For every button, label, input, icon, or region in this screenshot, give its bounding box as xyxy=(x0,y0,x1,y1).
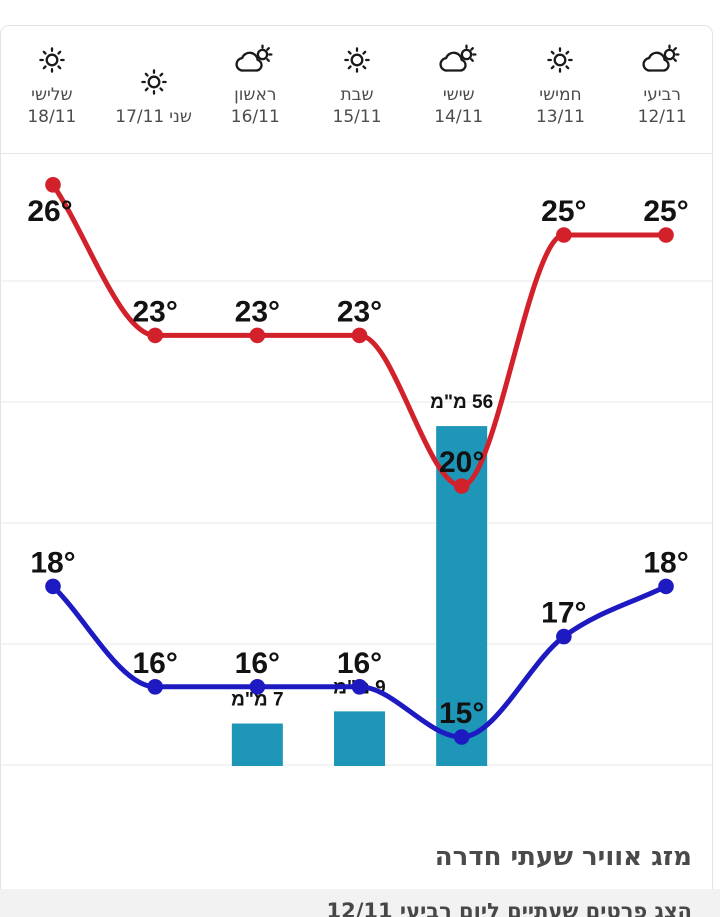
max-temp-point xyxy=(453,478,470,494)
day-name: חמישי xyxy=(539,85,582,105)
day-name: ראשון xyxy=(234,85,277,105)
precipitation-bar xyxy=(334,711,386,766)
max-temp-point xyxy=(147,327,163,344)
day-date: 17/11 xyxy=(115,107,165,127)
day-date: 12/11 xyxy=(637,107,687,127)
hourly-weather-title: מזג אוויר שעתי חדרה xyxy=(434,842,692,872)
max-temp-label: 26° xyxy=(27,195,72,228)
min-temp-label: 16° xyxy=(235,647,280,680)
max-temp-label: 23° xyxy=(337,295,382,328)
daily-forecast-row: שלישי 18/11 שני 17/11 ראשון 16/11 שבת 15… xyxy=(1,26,713,153)
day-date: 15/11 xyxy=(332,107,382,127)
max-temp-label: 20° xyxy=(439,446,484,479)
hourly-details-link[interactable]: הצג פרטים שעתיים ליום רביעי 12/11 xyxy=(0,889,720,917)
partly-cloudy-icon xyxy=(233,42,277,78)
day-cell[interactable]: שלישי 18/11 xyxy=(1,26,103,153)
min-temp-point xyxy=(453,729,470,745)
day-date: 18/11 xyxy=(27,107,77,127)
sunny-icon xyxy=(132,64,176,100)
min-temp-point xyxy=(658,578,674,595)
day-cell[interactable]: רביעי 12/11 xyxy=(611,26,713,153)
partly-cloudy-icon xyxy=(437,42,481,78)
min-temp-label: 17° xyxy=(541,597,586,630)
min-temp-label: 18° xyxy=(643,546,688,579)
precipitation-bar xyxy=(231,723,283,766)
day-name: שבת xyxy=(340,85,374,105)
max-temp-point xyxy=(45,177,61,193)
day-date: 13/11 xyxy=(535,107,585,127)
day-date: 16/11 xyxy=(230,107,280,127)
header-separator xyxy=(0,153,713,154)
precipitation-label: 7 מ"מ xyxy=(231,690,283,711)
sunny-icon xyxy=(30,42,74,78)
max-temp-label: 25° xyxy=(541,195,586,228)
precipitation-label: 56 מ"מ xyxy=(430,392,493,413)
day-cell[interactable]: שישי 14/11 xyxy=(408,26,510,153)
min-temp-point xyxy=(351,679,368,695)
temperature-precipitation-chart: 7 מ"מ9 מ"מ56 מ"מ26°23° 23° 23°20°25° 25°18°… xyxy=(0,177,712,766)
max-temp-label: 23° xyxy=(132,295,177,328)
day-name: רביעי xyxy=(643,85,681,105)
min-temp-label: 16° xyxy=(132,647,177,680)
min-temp-point xyxy=(249,679,266,695)
min-temp-label: 16° xyxy=(337,647,382,680)
day-cell[interactable]: חמישי 13/11 xyxy=(510,26,612,153)
hourly-details-link-text: הצג פרטים שעתיים ליום רביעי 12/11 xyxy=(326,899,693,917)
day-cell[interactable]: שני 17/11 xyxy=(103,26,205,153)
min-temp-point xyxy=(556,628,572,645)
sunny-icon xyxy=(538,42,582,78)
max-temp-point xyxy=(556,227,572,243)
min-temp-point xyxy=(45,578,61,595)
day-cell[interactable]: ראשון 16/11 xyxy=(204,26,306,153)
max-temp-point xyxy=(351,327,368,344)
min-temp-label: 15° xyxy=(439,697,484,730)
day-name: שני xyxy=(169,107,192,127)
max-temp-point xyxy=(658,227,674,243)
min-temp-label: 18° xyxy=(30,546,75,579)
max-temp-label: 25° xyxy=(643,195,688,228)
day-cell[interactable]: שבת 15/11 xyxy=(306,26,408,153)
partly-cloudy-icon xyxy=(640,42,684,78)
day-date: 14/11 xyxy=(434,107,484,127)
max-temp-label: 23° xyxy=(235,295,280,328)
max-temp-point xyxy=(249,327,266,344)
min-temp-point xyxy=(147,679,163,695)
sunny-icon xyxy=(335,42,379,78)
day-name: שלישי xyxy=(31,85,73,105)
day-name: שישי xyxy=(442,85,475,105)
